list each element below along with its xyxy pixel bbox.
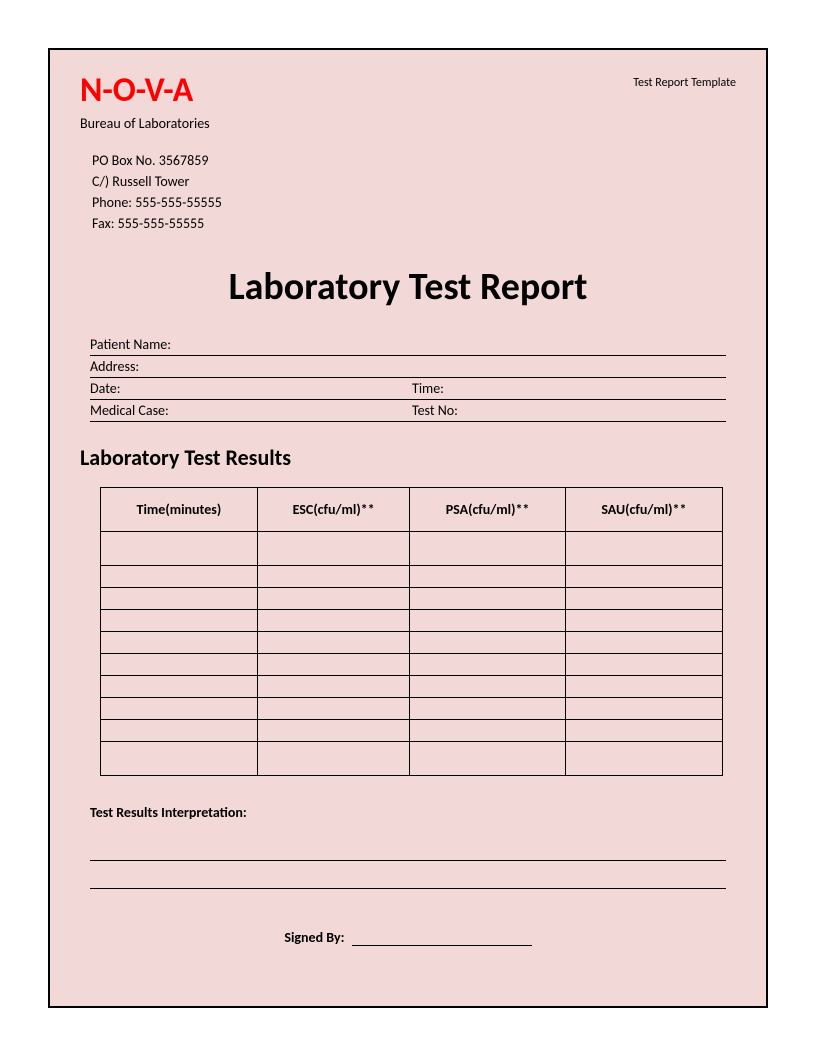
table-cell [101, 532, 258, 566]
field-date-time: Date: Time: [90, 378, 726, 400]
main-title: Laboratory Test Report [80, 264, 736, 310]
table-cell [565, 654, 723, 676]
bureau-label: Bureau of Laboratories [80, 115, 210, 132]
col-esc: ESC(cfu/ml)** [257, 488, 410, 532]
table-cell [101, 654, 258, 676]
table-row [101, 676, 723, 698]
table-cell [410, 632, 565, 654]
table-cell [410, 742, 565, 776]
report-page: N-O-V-A Bureau of Laboratories Test Repo… [48, 48, 768, 1008]
table-row [101, 566, 723, 588]
table-row [101, 532, 723, 566]
table-cell [257, 742, 410, 776]
table-cell [565, 720, 723, 742]
field-test-no: Test No: [412, 402, 726, 419]
fax-line: Fax: 555-555-55555 [92, 213, 736, 234]
phone-line: Phone: 555-555-55555 [92, 192, 736, 213]
table-cell [257, 610, 410, 632]
medical-case-line [169, 402, 404, 419]
table-cell [257, 532, 410, 566]
field-patient-name: Patient Name: [90, 334, 726, 356]
patient-name-label: Patient Name: [90, 336, 171, 353]
test-no-label: Test No: [412, 402, 458, 419]
table-cell [257, 654, 410, 676]
patient-fields: Patient Name: Address: Date: Time: Medic… [90, 334, 726, 422]
table-cell [565, 566, 723, 588]
time-label: Time: [412, 380, 444, 397]
table-cell [565, 742, 723, 776]
table-cell [565, 532, 723, 566]
contact-block: PO Box No. 3567859 C/) Russell Tower Pho… [92, 150, 736, 234]
date-line [120, 380, 404, 397]
table-cell [565, 610, 723, 632]
signed-by-label: Signed By: [284, 929, 344, 946]
table-cell [257, 588, 410, 610]
signature-line [352, 945, 532, 946]
results-section-title: Laboratory Test Results [80, 444, 736, 471]
table-cell [410, 654, 565, 676]
table-cell [101, 632, 258, 654]
header-row: N-O-V-A Bureau of Laboratories Test Repo… [80, 70, 736, 132]
table-cell [565, 588, 723, 610]
table-cell [410, 566, 565, 588]
interpretation-label: Test Results Interpretation: [90, 804, 736, 821]
address-line [139, 358, 726, 375]
table-row [101, 632, 723, 654]
header-left: N-O-V-A Bureau of Laboratories [80, 70, 210, 132]
table-row [101, 698, 723, 720]
medical-case-label: Medical Case: [90, 402, 169, 419]
table-cell [565, 676, 723, 698]
table-header-row: Time(minutes) ESC(cfu/ml)** PSA(cfu/ml)*… [101, 488, 723, 532]
template-label: Test Report Template [633, 76, 736, 90]
field-time: Time: [412, 380, 726, 397]
signed-by-row: Signed By: [80, 929, 736, 946]
table-cell [257, 698, 410, 720]
table-cell [410, 676, 565, 698]
table-cell [257, 632, 410, 654]
patient-name-line [171, 336, 726, 353]
table-cell [101, 566, 258, 588]
table-cell [410, 720, 565, 742]
table-row [101, 654, 723, 676]
table-row [101, 610, 723, 632]
table-cell [101, 676, 258, 698]
table-head: Time(minutes) ESC(cfu/ml)** PSA(cfu/ml)*… [101, 488, 723, 532]
table-cell [410, 588, 565, 610]
results-table: Time(minutes) ESC(cfu/ml)** PSA(cfu/ml)*… [100, 487, 723, 776]
field-address: Address: [90, 356, 726, 378]
table-cell [410, 532, 565, 566]
logo-text: N-O-V-A [80, 70, 210, 111]
table-cell [257, 676, 410, 698]
field-case-testno: Medical Case: Test No: [90, 400, 726, 422]
table-cell [101, 720, 258, 742]
table-cell [565, 632, 723, 654]
table-row [101, 720, 723, 742]
col-sau: SAU(cfu/ml)** [565, 488, 723, 532]
table-cell [257, 720, 410, 742]
table-cell [101, 610, 258, 632]
table-cell [565, 698, 723, 720]
table-cell [101, 588, 258, 610]
col-time: Time(minutes) [101, 488, 258, 532]
date-label: Date: [90, 380, 120, 397]
co-line: C/) Russell Tower [92, 171, 736, 192]
table-cell [101, 742, 258, 776]
field-date: Date: [90, 380, 404, 397]
test-no-line [458, 402, 726, 419]
time-line [444, 380, 726, 397]
address-label: Address: [90, 358, 139, 375]
interp-line-1 [90, 839, 726, 861]
col-psa: PSA(cfu/ml)** [410, 488, 565, 532]
table-body [101, 532, 723, 776]
field-medical-case: Medical Case: [90, 402, 404, 419]
table-cell [410, 698, 565, 720]
table-cell [257, 566, 410, 588]
table-row [101, 588, 723, 610]
interp-line-2 [90, 867, 726, 889]
table-cell [101, 698, 258, 720]
po-box: PO Box No. 3567859 [92, 150, 736, 171]
table-cell [410, 610, 565, 632]
table-row [101, 742, 723, 776]
